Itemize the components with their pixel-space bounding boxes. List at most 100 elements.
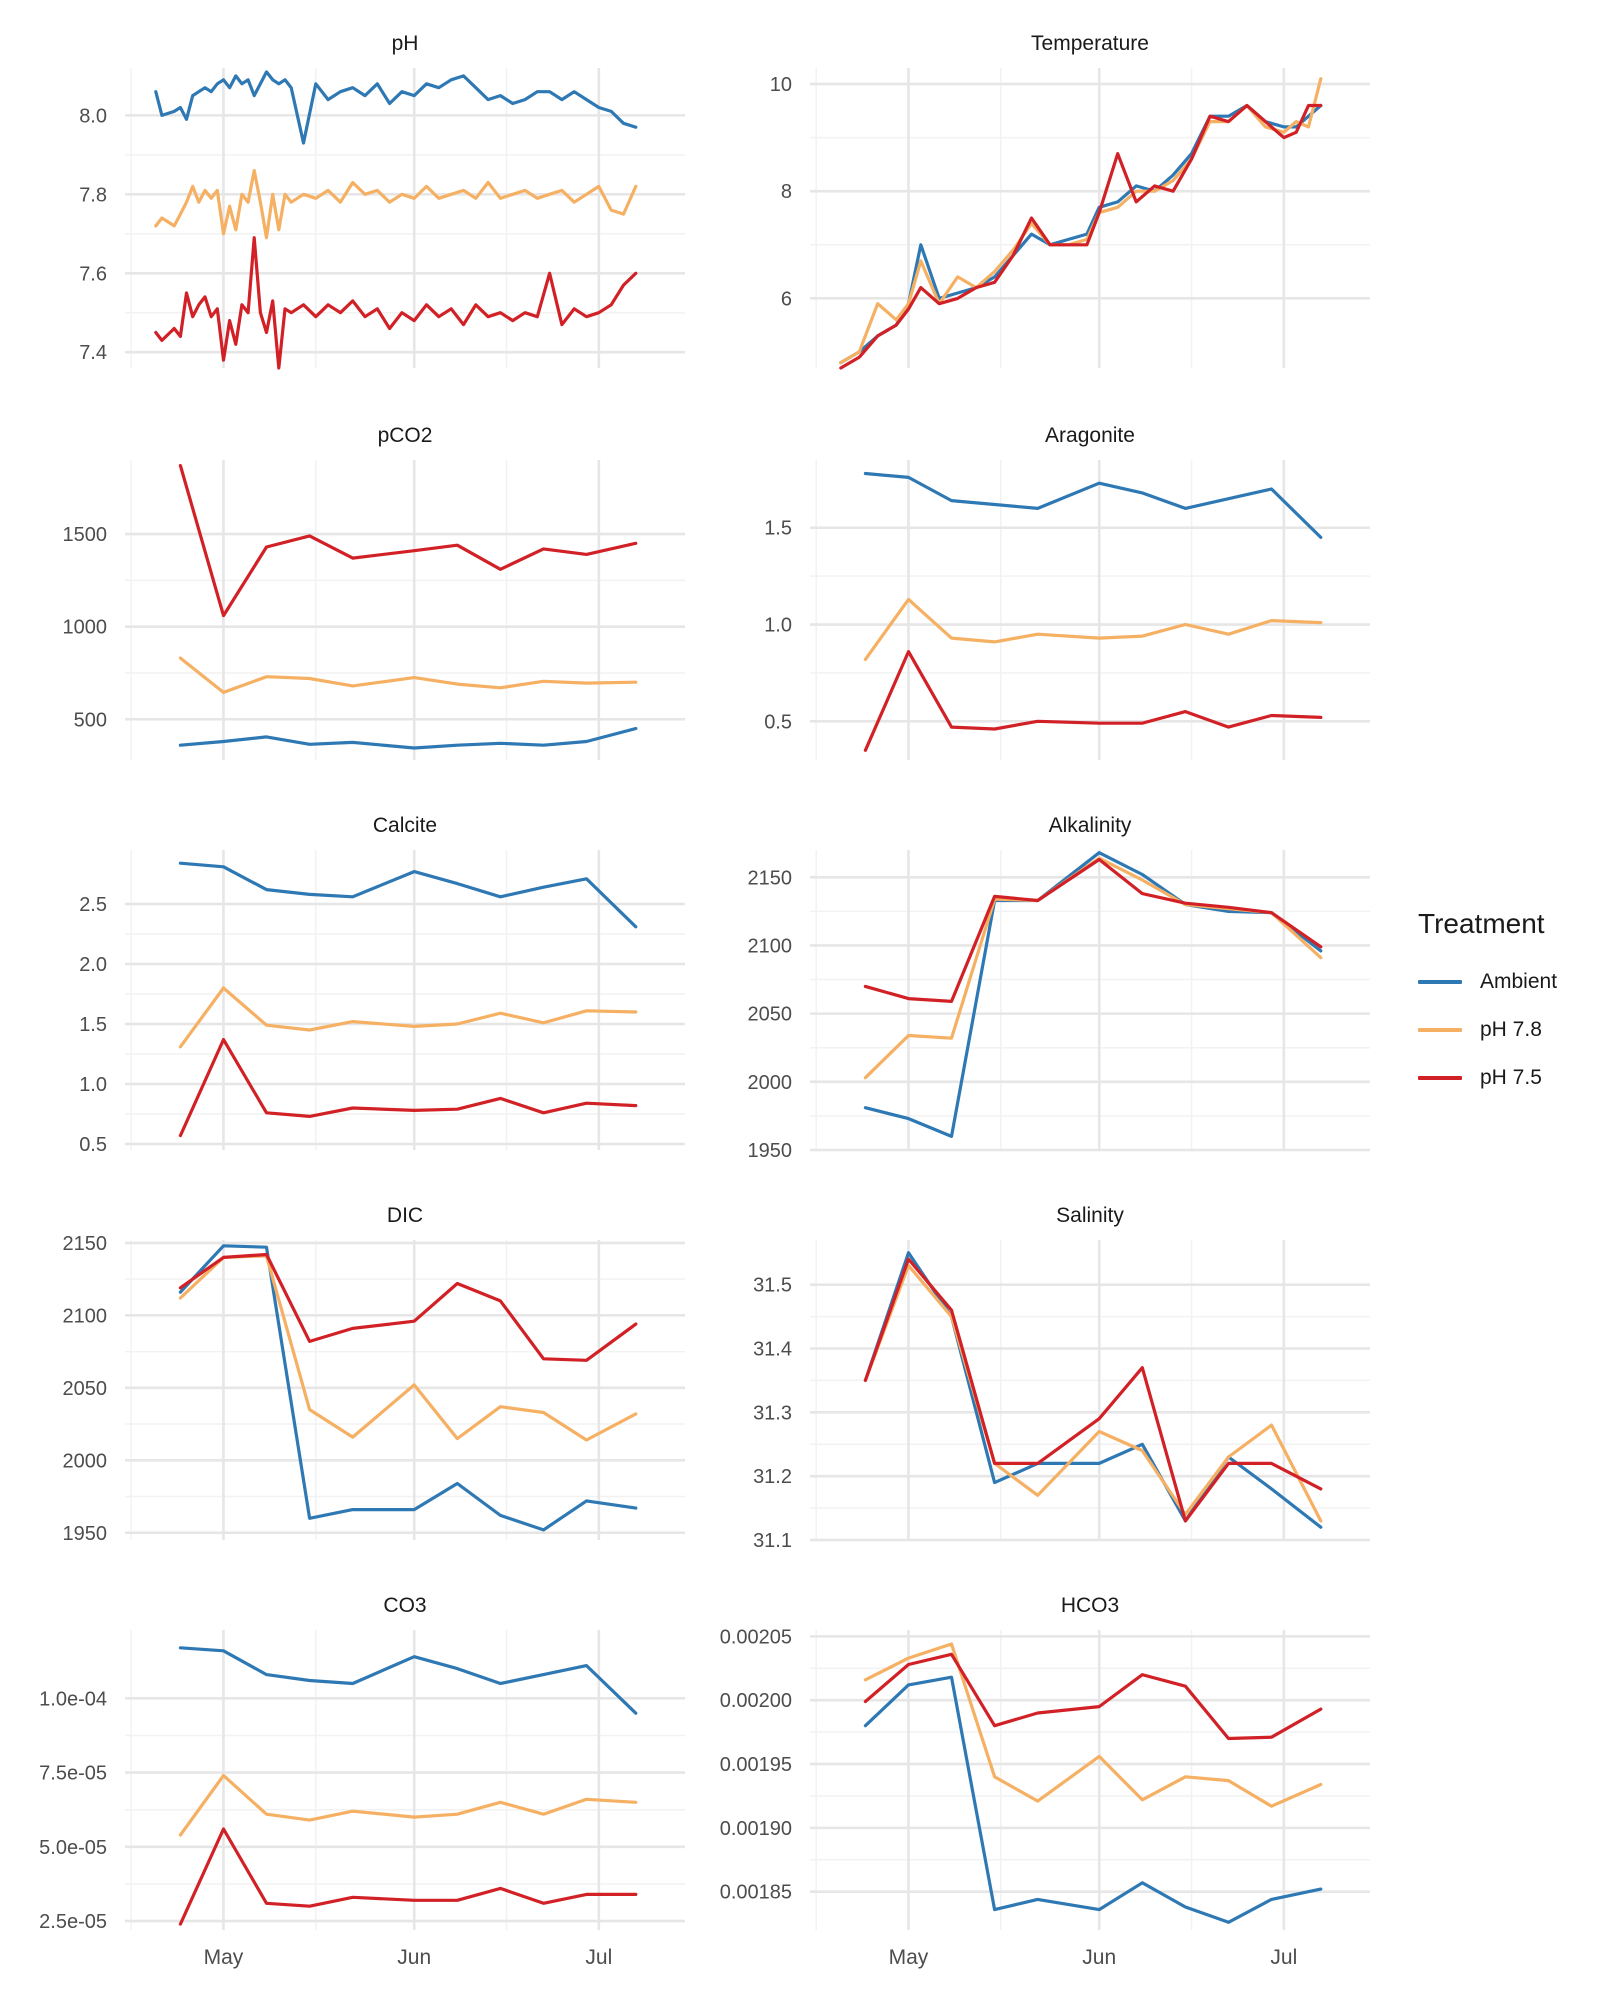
y-tick-label: 31.2 — [753, 1466, 792, 1488]
legend-swatch-ph78 — [1418, 1028, 1462, 1032]
panel-temperature: 6 8 10 Temperature — [770, 32, 1370, 370]
series-line-ambient — [863, 1675, 1323, 1924]
y-tick-label: 2050 — [748, 1004, 793, 1026]
y-tick-label: 8.0 — [79, 105, 107, 127]
y-tick-label: 7.5e-05 — [39, 1763, 107, 1785]
y-tick-label: 1.5 — [79, 1014, 107, 1036]
x-tick-label: Jul — [1270, 1946, 1297, 1969]
legend-title: Treatment — [1418, 908, 1545, 939]
panel-title: pH — [392, 32, 419, 55]
panel-calcite: 0.5 1.0 1.5 2.0 2.5 Calcite — [79, 814, 685, 1156]
y-tick-label: 6 — [781, 288, 792, 310]
y-tick-label: 0.00190 — [720, 1818, 792, 1840]
y-tick-label: 1.0 — [764, 615, 792, 637]
series-line-ambient — [863, 851, 1323, 1139]
panel-title: CO3 — [383, 1594, 426, 1617]
y-tick-label: 0.00185 — [720, 1882, 792, 1904]
panel-alkalinity: 1950 2000 2050 2100 2150 Alkalinity — [748, 814, 1370, 1162]
panel-title: Aragonite — [1045, 424, 1135, 447]
y-tick-label: 0.00205 — [720, 1626, 792, 1648]
y-tick-label: 0.00200 — [720, 1690, 792, 1712]
y-tick-label: 1.0 — [79, 1074, 107, 1096]
panel-pco2: 500 1000 1500 pCO2 — [63, 424, 685, 760]
panel-title: Calcite — [373, 814, 437, 837]
series-line-ph-7-8 — [178, 656, 638, 695]
series-line-ph-7-5 — [863, 857, 1323, 1004]
x-tick-label: Jun — [1082, 1946, 1116, 1969]
series-line-ambient — [154, 70, 638, 145]
y-tick-label: 7.4 — [79, 342, 107, 364]
y-tick-label: 2100 — [748, 935, 793, 957]
y-tick-label: 8 — [781, 181, 792, 203]
y-tick-label: 10 — [770, 74, 792, 96]
panel-title: Salinity — [1056, 1204, 1124, 1227]
series-line-ph-7-8 — [154, 169, 638, 240]
series-line-ph-7-8 — [178, 1254, 638, 1442]
y-tick-label: 1000 — [63, 617, 108, 639]
x-tick-label: May — [889, 1946, 929, 1969]
legend: Treatment Ambient pH 7.8 pH 7.5 — [1418, 908, 1598, 1102]
y-tick-label: 1500 — [63, 524, 108, 546]
series-line-ph-7-8 — [863, 1642, 1323, 1808]
panel-title: HCO3 — [1061, 1594, 1119, 1617]
panel-ph: 7.4 7.6 7.8 8.0 pH — [79, 32, 685, 370]
series-line-ph-7-5 — [863, 1257, 1323, 1523]
series-line-ambient — [839, 103, 1323, 365]
series-line-ph-7-5 — [178, 1827, 638, 1926]
legend-label-ph75: pH 7.5 — [1480, 1066, 1542, 1089]
series-line-ph-7-8 — [863, 597, 1323, 662]
panel-title: Temperature — [1031, 32, 1149, 55]
series-line-ph-7-5 — [863, 649, 1323, 752]
y-tick-label: 5.0e-05 — [39, 1837, 107, 1859]
panel-title: Alkalinity — [1049, 814, 1132, 837]
y-tick-label: 31.1 — [753, 1530, 792, 1552]
panel-aragonite: 0.5 1.0 1.5 Aragonite — [764, 424, 1370, 760]
legend-item-ambient: Ambient — [1418, 958, 1598, 1006]
panel-hco3: 0.00185 0.00190 0.00195 0.00200 0.00205 May Ju… — [720, 1594, 1370, 1969]
series-line-ambient — [178, 1646, 638, 1715]
x-tick-label: Jul — [585, 1946, 612, 1969]
y-tick-label: 500 — [74, 709, 107, 731]
y-tick-label: 2100 — [63, 1305, 108, 1327]
series-line-ph-7-8 — [863, 1263, 1323, 1523]
series-line-ph-7-8 — [839, 77, 1323, 365]
y-tick-label: 2.5e-05 — [39, 1911, 107, 1933]
y-tick-label: 1.0e-04 — [39, 1688, 107, 1710]
y-tick-label: 2050 — [63, 1378, 108, 1400]
y-tick-label: 2.5 — [79, 894, 107, 916]
y-tick-label: 1950 — [63, 1523, 108, 1545]
y-tick-label: 2150 — [63, 1233, 108, 1255]
panel-dic: 1950 2000 2050 2100 2150 DIC — [63, 1204, 685, 1545]
panel-co3: 2.5e-05 5.0e-05 7.5e-05 1.0e-04 May Jun Jul CO3 — [39, 1594, 685, 1969]
series-line-ph-7-5 — [178, 1252, 638, 1362]
y-tick-label: 7.6 — [79, 263, 107, 285]
y-tick-label: 31.3 — [753, 1402, 792, 1424]
x-tick-label: May — [204, 1946, 244, 1969]
y-tick-label: 0.5 — [79, 1134, 107, 1156]
series-line-ph-7-8 — [863, 856, 1323, 1080]
series-line-ambient — [178, 726, 638, 750]
y-tick-label: 31.4 — [753, 1339, 792, 1361]
series-line-ph-7-5 — [178, 464, 638, 618]
legend-label-ph78: pH 7.8 — [1480, 1018, 1542, 1041]
series-line-ph-7-5 — [863, 1652, 1323, 1741]
y-tick-label: 2000 — [63, 1450, 108, 1472]
series-line-ambient — [863, 471, 1323, 540]
panel-title: pCO2 — [378, 424, 433, 447]
legend-swatch-ph75 — [1418, 1076, 1462, 1080]
y-tick-label: 31.5 — [753, 1275, 792, 1297]
legend-item-ph75: pH 7.5 — [1418, 1054, 1598, 1102]
y-tick-label: 1950 — [748, 1140, 793, 1162]
legend-label-ambient: Ambient — [1480, 970, 1558, 993]
x-tick-label: Jun — [397, 1946, 431, 1969]
series-line-ph-7-8 — [178, 986, 638, 1049]
series-line-ambient — [178, 1244, 638, 1532]
y-tick-label: 1.5 — [764, 518, 792, 540]
legend-item-ph78: pH 7.8 — [1418, 1006, 1598, 1054]
y-tick-label: 0.00195 — [720, 1754, 792, 1776]
y-tick-label: 0.5 — [764, 711, 792, 733]
legend-swatch-ambient — [1418, 980, 1462, 984]
panel-salinity: 31.1 31.2 31.3 31.4 31.5 Salinity — [753, 1204, 1370, 1552]
